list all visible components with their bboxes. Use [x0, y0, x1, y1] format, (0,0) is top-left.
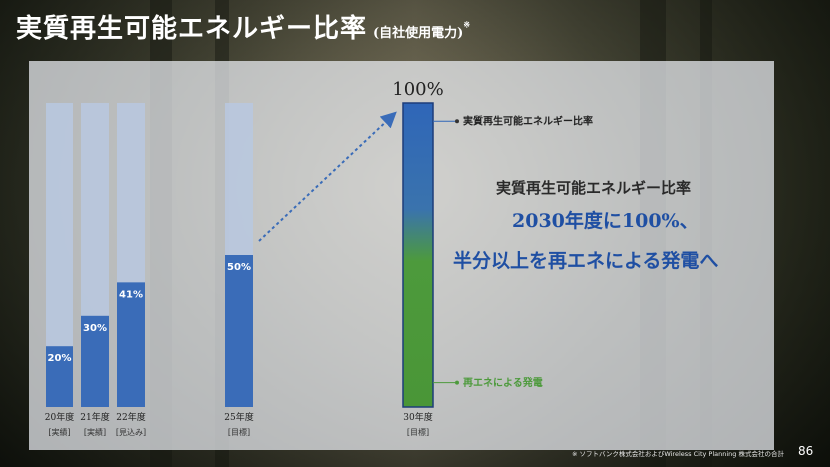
category-note: [目標]	[228, 427, 250, 437]
chart-panel	[29, 61, 774, 450]
message-target: 2030年度に100%、	[512, 210, 699, 232]
page-number: 86	[798, 444, 814, 458]
title-note-mark: ※	[463, 19, 472, 30]
category-label: 21年度	[80, 411, 109, 423]
slide-title: 実質再生可能エネルギー比率 (自社使用電力)※	[16, 8, 471, 45]
bar	[81, 315, 109, 407]
title-subtitle: (自社使用電力)	[373, 26, 464, 41]
data-label: 41%	[119, 289, 143, 300]
data-label: 50%	[227, 262, 251, 273]
bar	[225, 255, 253, 407]
bar	[46, 346, 73, 407]
data-label: 30%	[83, 323, 107, 334]
category-note: [目標]	[407, 427, 429, 437]
data-label: 20%	[48, 353, 72, 364]
bar	[117, 282, 145, 407]
legend-label: 実質再生可能エネルギー比率	[463, 115, 593, 128]
footnote: ※ ソフトバンク株式会社およびWireless City Planning 株式…	[572, 450, 784, 458]
category-label: 22年度	[116, 411, 145, 423]
category-label: 30年度	[403, 411, 432, 423]
callout-dot	[455, 119, 459, 124]
message-goal: 半分以上を再エネによる発電へ	[453, 250, 719, 272]
category-label: 20年度	[45, 411, 74, 423]
category-note: [実績]	[48, 427, 70, 437]
category-label: 25年度	[224, 411, 253, 423]
callout-dot	[455, 380, 459, 385]
message-heading: 実質再生可能エネルギー比率	[496, 179, 692, 197]
trend-arrow	[258, 111, 397, 242]
category-note: [実績]	[84, 427, 106, 437]
data-label: 100%	[392, 79, 443, 100]
category-note: [見込み]	[116, 428, 146, 437]
title-main: 実質再生可能エネルギー比率	[16, 14, 368, 44]
bar	[402, 102, 434, 408]
legend-label: 再エネによる発電	[463, 376, 543, 389]
